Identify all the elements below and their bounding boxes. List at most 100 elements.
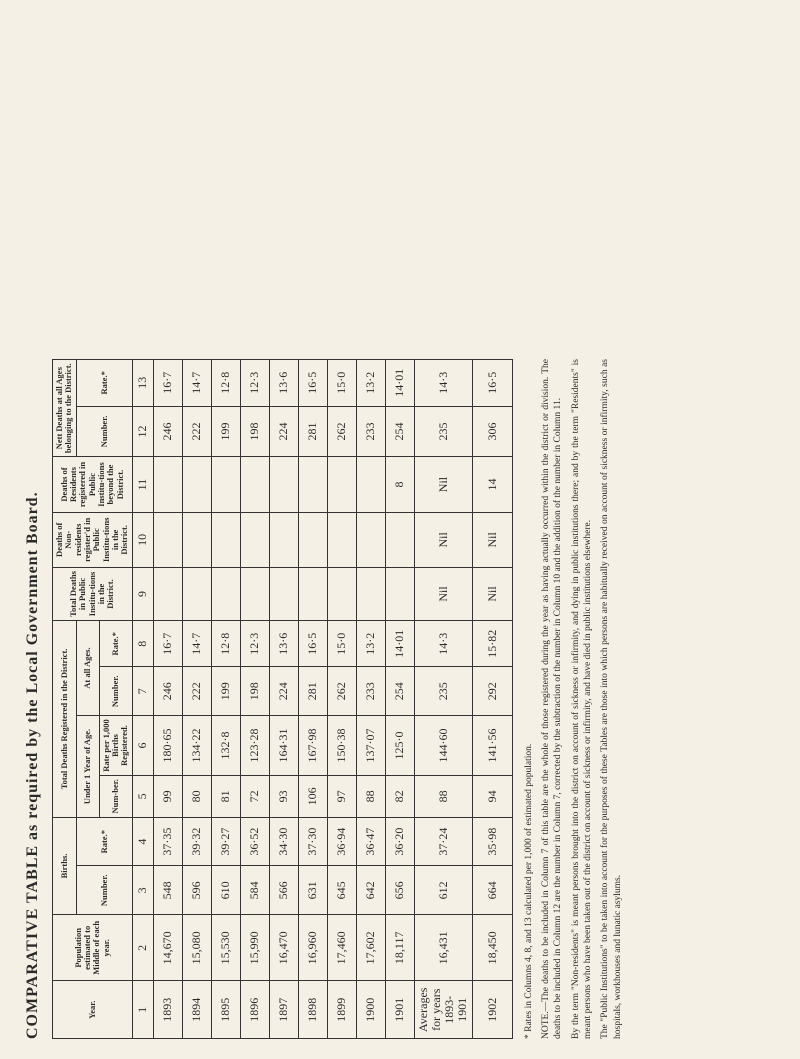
cell: 262 [327,406,356,457]
cell: 88 [356,775,385,817]
cell: 1898 [298,981,327,1039]
cell [211,512,240,567]
footnote-terms: By the term "Non-residents" is meant per… [570,359,595,1039]
cell: 262 [327,667,356,716]
avg-c8: 14·3 [414,621,472,667]
cell: 281 [298,667,327,716]
cell: 12·3 [240,360,269,407]
cell: Nil [472,512,512,567]
cell: 199 [211,406,240,457]
cell: 12·8 [211,360,240,407]
cell: 15,080 [182,915,211,981]
cell: 15·0 [327,360,356,407]
cell: 14,670 [153,915,182,981]
averages-row: Averages for years 1893-1901 16,431 612 … [414,360,472,1039]
col-pop-head: Population estimated to Middle of each y… [53,915,133,981]
avg-c4: 37·24 [414,817,472,866]
cell: 80 [182,775,211,817]
cell: 14·7 [182,360,211,407]
cell: 224 [269,406,298,457]
colnum-13: 13 [132,360,153,407]
cell: 13·6 [269,621,298,667]
table-row: 190118,11765636·2082125·025414·01825414·… [385,360,414,1039]
cell: 17,460 [327,915,356,981]
cell [211,457,240,512]
colnum-11: 11 [132,457,153,512]
col9-head: Total Deaths in Public Institu-tions in … [53,567,133,620]
avg-c3: 612 [414,866,472,915]
cell: 14·01 [385,621,414,667]
cell [356,457,385,512]
cell: 36·20 [385,817,414,866]
cell: 18,117 [385,915,414,981]
colnum-12: 12 [132,406,153,457]
page: COMPARATIVE TABLE as required by the Loc… [20,20,780,1039]
under1-number-head: Num-ber. [99,775,132,817]
col10-head: Deaths of Non-residents register'd in Pu… [53,512,133,567]
cell: 141·56 [472,716,512,776]
table-row: 189415,08059639·3280134·2222214·722214·7 [182,360,211,1039]
births-rate-head: Rate.* [76,817,132,866]
cell: 72 [240,775,269,817]
cell: Nil [472,567,512,620]
cell: 34·30 [269,817,298,866]
avg-c5: 88 [414,775,472,817]
cell: 16·5 [298,621,327,667]
cell: 12·8 [211,621,240,667]
cell: 610 [211,866,240,915]
cell: 224 [269,667,298,716]
cell: 13·6 [269,360,298,407]
cell: 12·3 [240,621,269,667]
cell: 164·31 [269,716,298,776]
colnum-1: 1 [132,981,153,1039]
colnum-7: 7 [132,667,153,716]
cell [153,567,182,620]
cell: 16·5 [298,360,327,407]
cell: 16,960 [298,915,327,981]
cell: 1894 [182,981,211,1039]
cell: 642 [356,866,385,915]
cell: 15·82 [472,621,512,667]
cell: 37·30 [298,817,327,866]
header-row-1: Year. Population estimated to Middle of … [53,360,77,1039]
table-row: 189615,99058436·5272123·2819812·319812·3 [240,360,269,1039]
cell: 281 [298,406,327,457]
cell: 39·32 [182,817,211,866]
cell [327,457,356,512]
cell [211,567,240,620]
colnum-6: 6 [132,716,153,776]
cell [356,567,385,620]
allages-rate-head: Rate.* [99,621,132,667]
nett-number-head: Number. [76,406,132,457]
table-row: 189515,53061039·2781132·819912·819912·8 [211,360,240,1039]
cell: 16,470 [269,915,298,981]
colnum-9: 9 [132,567,153,620]
cell: 18,450 [472,915,512,981]
cell: 584 [240,866,269,915]
cell: 16·7 [153,621,182,667]
cell: 180·65 [153,716,182,776]
nett-group-head: Nett Deaths at all Ages belonging to the… [53,360,77,457]
cell: 548 [153,866,182,915]
cell: 15,530 [211,915,240,981]
cell: 81 [211,775,240,817]
comparative-table: Year. Population estimated to Middle of … [52,359,513,1039]
cell: 16·5 [472,360,512,407]
table-title: COMPARATIVE TABLE as required by the Loc… [24,20,42,1039]
cell: 150·38 [327,716,356,776]
row-1902: 1902 18,450 664 35·98 94 141·56 292 15·8… [472,360,512,1039]
avg-label: Averages for years 1893-1901 [414,981,472,1039]
cell: 97 [327,775,356,817]
avg-c7: 235 [414,667,472,716]
cell: 35·98 [472,817,512,866]
cell [182,457,211,512]
cell: 246 [153,406,182,457]
cell: 39·27 [211,817,240,866]
cell: 198 [240,406,269,457]
cell [327,512,356,567]
colnum-4: 4 [132,817,153,866]
cell: 1893 [153,981,182,1039]
footnote-institutions: The "Public Institutions" to be taken in… [599,359,624,1039]
cell: 13·2 [356,360,385,407]
cell: 233 [356,406,385,457]
